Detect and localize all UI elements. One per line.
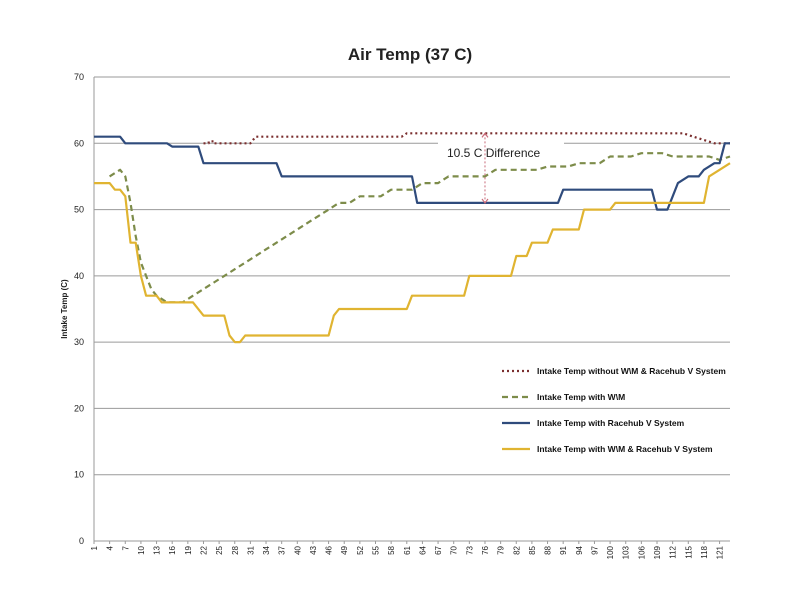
annotation-label: 10.5 C Difference — [447, 146, 540, 160]
x-tick-label: 46 — [325, 545, 334, 554]
x-tick-label: 85 — [528, 545, 537, 554]
y-tick-label: 70 — [74, 72, 84, 82]
x-tick-label: 109 — [653, 545, 662, 559]
series-lines — [94, 132, 731, 344]
x-tick-label: 40 — [293, 545, 302, 554]
x-tick-label: 16 — [168, 545, 177, 554]
x-tick-label: 94 — [575, 545, 584, 554]
x-tick-label: 79 — [497, 545, 506, 554]
annotation-arrowhead-bottom — [481, 198, 489, 204]
chart-title: Air Temp (37 C) — [348, 45, 472, 64]
x-tick-label: 37 — [278, 545, 287, 554]
legend-label-2: Intake Temp with W\M — [537, 392, 625, 402]
x-tick-label: 22 — [199, 545, 208, 554]
x-tick-label: 112 — [669, 545, 678, 558]
x-tick-label: 31 — [246, 545, 255, 554]
y-tick-label: 0 — [79, 536, 84, 546]
y-tick-label: 20 — [74, 403, 84, 413]
series-line-2 — [109, 152, 731, 304]
x-tick-label: 28 — [231, 545, 240, 554]
x-tick-label: 13 — [153, 545, 162, 554]
y-tick-label: 30 — [74, 337, 84, 347]
legend-label-1: Intake Temp without W\M & Racehub V Syst… — [537, 366, 726, 376]
x-tick-label: 34 — [262, 545, 271, 554]
x-tick-label: 70 — [450, 545, 459, 554]
gridlines — [93, 76, 730, 542]
x-tick-label: 103 — [622, 545, 631, 559]
series-line-3 — [94, 135, 730, 211]
series-line-1 — [203, 132, 730, 145]
y-axis-ticks: 0 10 20 30 40 50 60 70 — [74, 72, 84, 546]
x-tick-label: 55 — [372, 545, 381, 554]
x-tick-label: 10 — [137, 545, 146, 554]
y-tick-label: 10 — [74, 470, 84, 480]
x-tick-label: 64 — [418, 545, 427, 554]
x-tick-label: 82 — [512, 545, 521, 554]
x-tick-label: 61 — [403, 545, 412, 554]
x-tick-label: 52 — [356, 545, 365, 554]
x-tick-label: 115 — [684, 545, 693, 558]
x-tick-label: 49 — [340, 545, 349, 554]
x-axis-ticks: 1 4 7 10 13 16 19 22 25 28 31 34 37 40 43 46 49 52 55 58 61 6… — [90, 541, 725, 559]
legend-label-4: Intake Temp with W\M & Racehub V System — [537, 444, 713, 454]
x-tick-label: 106 — [637, 545, 646, 559]
x-tick-label: 43 — [309, 545, 318, 554]
x-tick-label: 100 — [606, 545, 615, 559]
annotation-background — [438, 142, 564, 162]
x-tick-label: 97 — [590, 545, 599, 554]
x-tick-label: 67 — [434, 545, 443, 554]
x-tick-label: 88 — [544, 545, 553, 554]
series-line-4 — [94, 162, 731, 344]
x-tick-label: 118 — [700, 545, 709, 558]
legend-label-3: Intake Temp with Racehub V System — [537, 418, 685, 428]
x-tick-label: 76 — [481, 545, 490, 554]
difference-annotation: 10.5 C Difference — [438, 132, 564, 204]
x-tick-label: 91 — [559, 545, 568, 554]
x-tick-label: 73 — [465, 545, 474, 554]
y-tick-label: 40 — [74, 271, 84, 281]
x-tick-label: 25 — [215, 545, 224, 554]
legend: Intake Temp without W\M & Racehub V Syst… — [502, 366, 726, 454]
x-tick-label: 19 — [184, 545, 193, 554]
x-tick-label: 58 — [387, 545, 396, 554]
x-tick-label: 7 — [121, 545, 130, 550]
x-tick-label: 4 — [106, 545, 115, 550]
x-tick-label: 1 — [90, 545, 99, 550]
y-axis-label: Intake Temp (C) — [60, 279, 69, 339]
annotation-arrowhead-top — [481, 132, 489, 138]
y-tick-label: 50 — [74, 205, 84, 215]
y-tick-label: 60 — [74, 138, 84, 148]
x-tick-label: 121 — [716, 545, 725, 559]
